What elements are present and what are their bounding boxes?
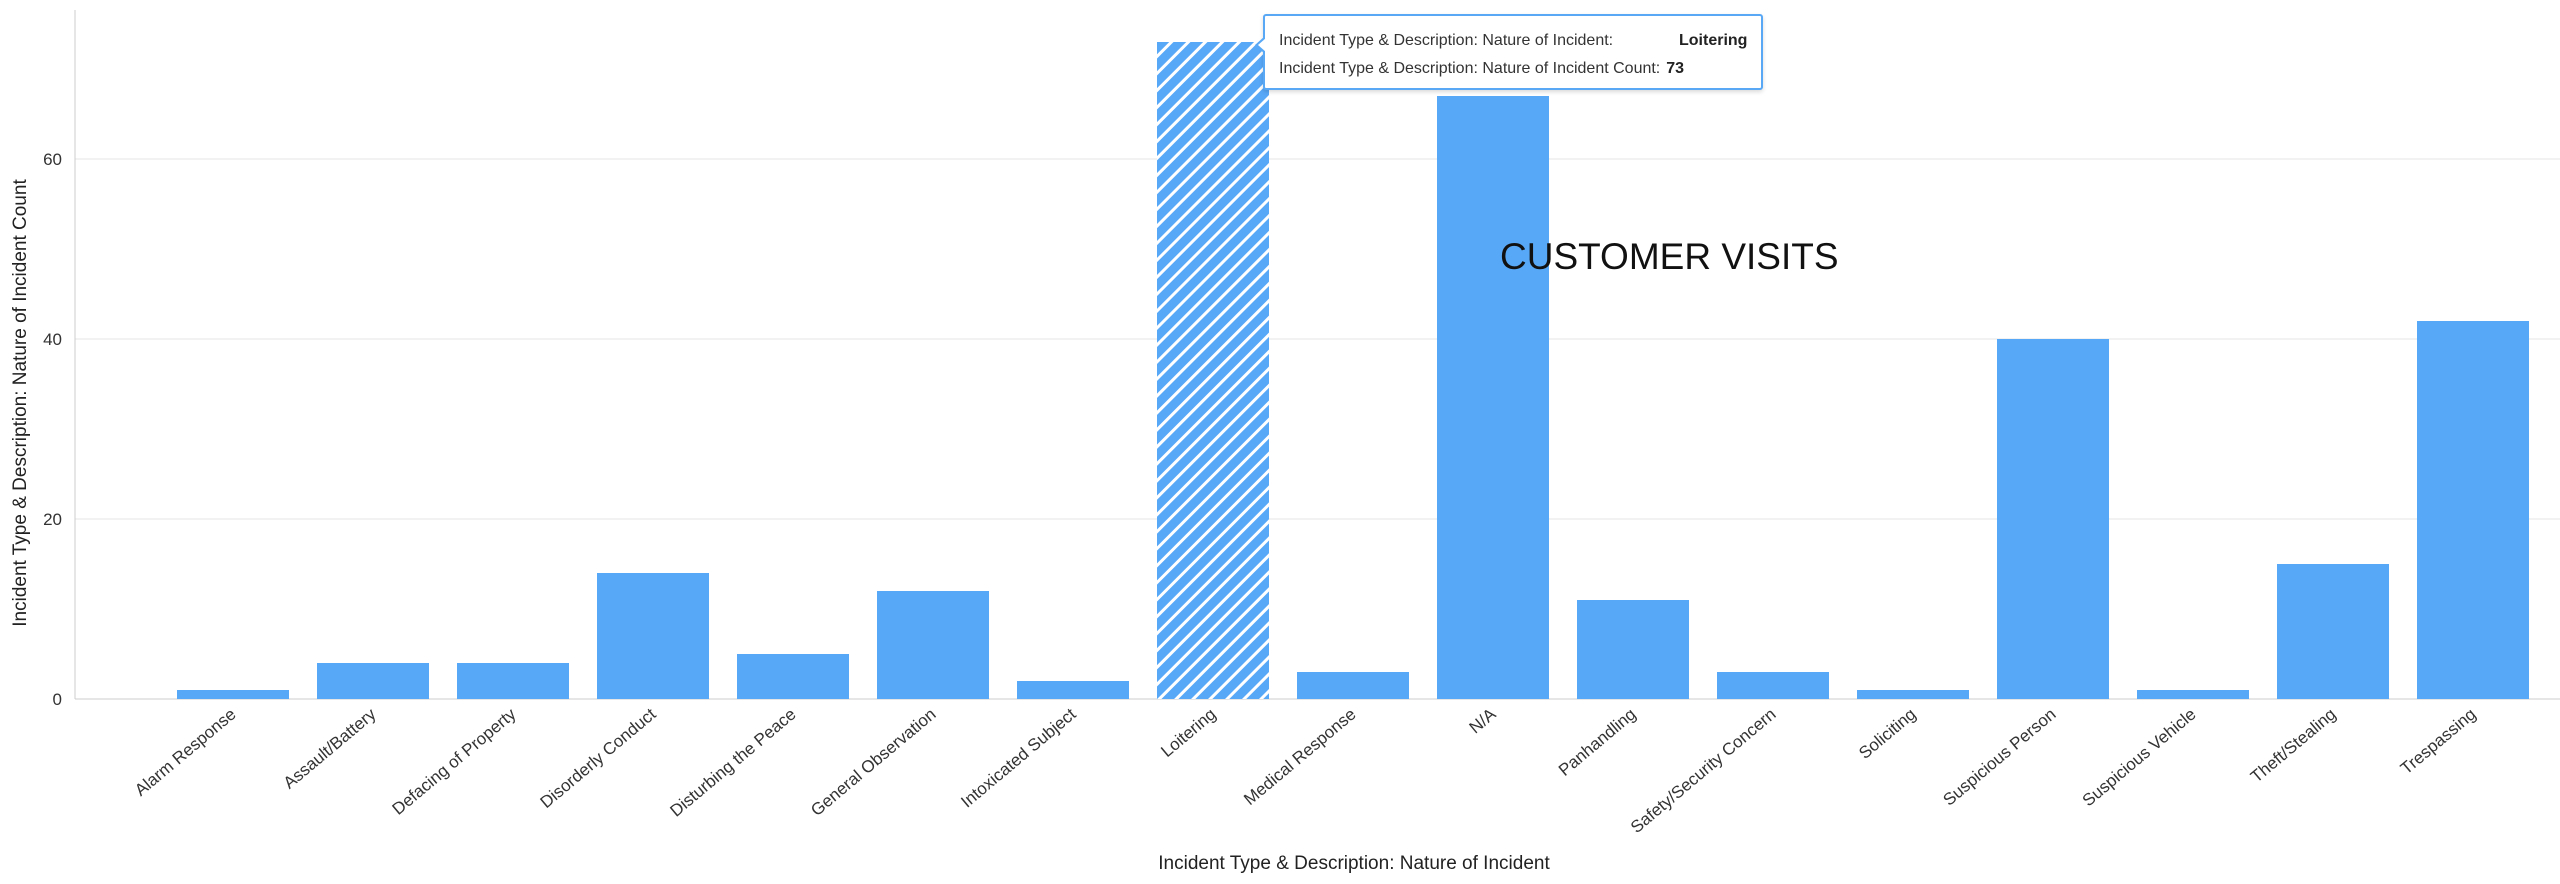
tooltip-category-row: Incident Type & Description: Nature of I…: [1279, 32, 1747, 50]
bar-defacing-of-property[interactable]: [457, 663, 569, 699]
bar-general-observation[interactable]: [877, 591, 989, 699]
x-tick-label: Theft/Stealing: [2247, 705, 2340, 787]
y-tick-label: 60: [43, 150, 62, 169]
tooltip-count-row: Incident Type & Description: Nature of I…: [1279, 60, 1684, 78]
bar-theft-stealing[interactable]: [2277, 564, 2389, 699]
bar-intoxicated-subject[interactable]: [1017, 681, 1129, 699]
bar-n-a[interactable]: [1437, 96, 1549, 699]
x-tick-label: General Observation: [807, 705, 939, 820]
x-tick-label: Assault/Battery: [280, 704, 380, 792]
bar-alarm-response[interactable]: [177, 690, 289, 699]
bar-disturbing-the-peace[interactable]: [737, 654, 849, 699]
y-tick-label: 40: [43, 330, 62, 349]
x-tick-label: Suspicious Person: [1939, 705, 2059, 810]
x-tick-label: Suspicious Vehicle: [2079, 705, 2200, 811]
bars: [177, 42, 2529, 699]
bar-loitering[interactable]: [1157, 42, 1269, 699]
x-tick-label: Trespassing: [2397, 705, 2480, 779]
x-tick-label: Intoxicated Subject: [957, 704, 1079, 811]
bar-tooltip: Incident Type & Description: Nature of I…: [1255, 14, 1763, 90]
x-tick-label: Defacing of Property: [389, 704, 520, 818]
gridlines: [75, 158, 2560, 520]
x-tick-label: Safety/Security Concern: [1627, 705, 1780, 837]
bar-panhandling[interactable]: [1577, 600, 1689, 699]
y-tick-label: 20: [43, 510, 62, 529]
bar-safety-security-concern[interactable]: [1717, 672, 1829, 699]
tooltip-category-value: Loitering: [1679, 32, 1748, 49]
tooltip-caret-inner: [1258, 38, 1266, 52]
x-tick-label: Loitering: [1157, 705, 1219, 761]
x-axis-title: Incident Type & Description: Nature of I…: [1158, 853, 1550, 874]
tooltip-category-label: Incident Type & Description: Nature of I…: [1279, 32, 1614, 49]
x-tick-label: Soliciting: [1855, 705, 1919, 763]
x-tick-labels: Alarm Response Assault/Battery Defacing of…: [131, 704, 2479, 837]
bar-suspicious-vehicle[interactable]: [2137, 690, 2249, 699]
x-tick-label: Alarm Response: [131, 705, 239, 800]
x-tick-label: Panhandling: [1555, 705, 1640, 780]
bar-soliciting[interactable]: [1857, 690, 1969, 699]
x-tick-label: N/A: [1466, 704, 1500, 737]
bar-suspicious-person[interactable]: [1997, 339, 2109, 699]
x-tick-label: Disorderly Conduct: [537, 704, 660, 812]
x-tick-label: Medical Response: [1240, 705, 1359, 809]
y-tick-label: 0: [53, 690, 62, 709]
tooltip-count-label: Incident Type & Description: Nature of I…: [1279, 60, 1661, 77]
x-tick-label: Disturbing the Peace: [666, 705, 799, 821]
bar-medical-response[interactable]: [1297, 672, 1409, 699]
bar-disorderly-conduct[interactable]: [597, 573, 709, 699]
y-axis-title: Incident Type & Description: Nature of I…: [10, 179, 31, 627]
axes: [74, 10, 2560, 700]
watermark-text: CUSTOMER VISITS: [1500, 236, 1839, 277]
tooltip-count-value: 73: [1666, 60, 1685, 77]
y-tick-labels: 0 20 40 60: [43, 150, 62, 709]
bar-assault-battery[interactable]: [317, 663, 429, 699]
bar-trespassing[interactable]: [2417, 321, 2529, 699]
